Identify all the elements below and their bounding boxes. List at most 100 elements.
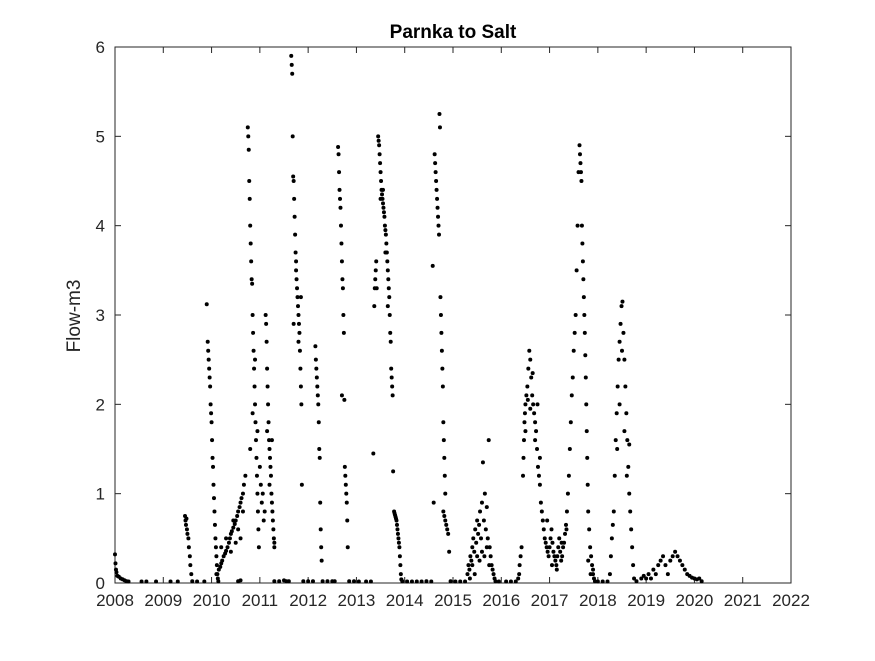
y-tick-label: 1 — [96, 485, 105, 504]
data-point — [262, 509, 267, 514]
data-point — [523, 402, 528, 407]
data-point — [554, 567, 559, 572]
data-point — [608, 554, 613, 559]
data-point — [398, 572, 403, 577]
data-point — [441, 438, 446, 443]
data-point — [431, 500, 436, 505]
data-point — [255, 491, 260, 496]
data-point — [424, 579, 429, 584]
data-point — [253, 420, 258, 425]
data-point — [448, 579, 453, 584]
data-point — [528, 357, 533, 362]
data-point — [263, 313, 268, 317]
data-point — [213, 545, 218, 550]
data-point — [388, 339, 393, 344]
data-point — [600, 579, 605, 584]
data-point — [195, 579, 200, 584]
data-point — [544, 545, 549, 550]
data-point — [246, 134, 251, 139]
data-point — [526, 366, 531, 371]
data-point — [214, 554, 219, 559]
data-point — [477, 558, 482, 563]
x-tick-label: 2008 — [96, 591, 134, 610]
data-point — [337, 170, 342, 175]
data-point — [314, 375, 319, 380]
data-point — [613, 438, 618, 443]
data-point — [651, 567, 656, 572]
x-tick-label: 2014 — [386, 591, 424, 610]
data-point — [237, 505, 242, 510]
data-point — [250, 281, 255, 286]
data-point — [661, 554, 666, 559]
data-point — [535, 447, 540, 451]
x-tick-label: 2020 — [676, 591, 714, 610]
data-point — [617, 339, 622, 344]
data-point — [256, 527, 261, 532]
data-point — [414, 579, 419, 584]
data-point — [566, 473, 571, 478]
data-point — [554, 563, 559, 568]
data-point — [445, 527, 450, 532]
data-point — [259, 500, 264, 505]
data-point — [626, 464, 631, 469]
data-point — [587, 527, 592, 532]
data-point — [542, 536, 547, 541]
data-point — [504, 579, 509, 584]
data-point — [294, 277, 299, 282]
y-tick-label: 4 — [96, 217, 105, 236]
data-point — [595, 579, 600, 584]
data-point — [516, 576, 521, 581]
data-point — [673, 549, 678, 554]
y-tick-label: 2 — [96, 395, 105, 414]
data-point — [439, 348, 444, 353]
data-point — [295, 295, 300, 300]
data-point — [536, 473, 541, 478]
data-point — [226, 540, 231, 545]
data-point — [186, 545, 191, 550]
data-point — [405, 579, 410, 584]
data-point — [233, 540, 238, 545]
data-point — [607, 572, 612, 577]
data-point — [531, 402, 536, 407]
data-point — [382, 223, 387, 228]
data-point — [337, 187, 342, 192]
data-point — [561, 545, 566, 550]
data-point — [582, 313, 587, 317]
data-point — [341, 313, 346, 317]
data-point — [154, 579, 159, 584]
data-point — [614, 411, 619, 416]
data-point — [437, 125, 442, 130]
data-point — [440, 384, 445, 389]
data-point — [578, 170, 583, 175]
data-point — [310, 579, 315, 584]
data-point — [517, 563, 522, 568]
data-point — [483, 527, 488, 532]
data-point — [491, 572, 496, 577]
data-point — [585, 482, 590, 487]
data-point — [570, 375, 575, 380]
data-point — [653, 572, 658, 577]
data-point — [238, 500, 243, 505]
data-point — [564, 527, 569, 532]
data-point — [482, 491, 487, 496]
data-point — [186, 536, 191, 541]
data-point — [248, 241, 253, 246]
data-point — [345, 545, 350, 550]
data-point — [293, 232, 298, 237]
data-point — [558, 549, 563, 554]
data-point — [567, 447, 572, 451]
data-point — [239, 496, 244, 501]
data-point — [648, 576, 653, 581]
data-point — [336, 145, 341, 150]
data-point — [488, 554, 493, 559]
data-point — [383, 250, 388, 255]
data-point — [624, 473, 629, 478]
data-point — [286, 579, 291, 584]
data-point — [469, 558, 474, 563]
data-point — [344, 491, 349, 496]
data-point — [409, 579, 414, 584]
data-point — [479, 536, 484, 541]
data-point — [395, 531, 400, 536]
